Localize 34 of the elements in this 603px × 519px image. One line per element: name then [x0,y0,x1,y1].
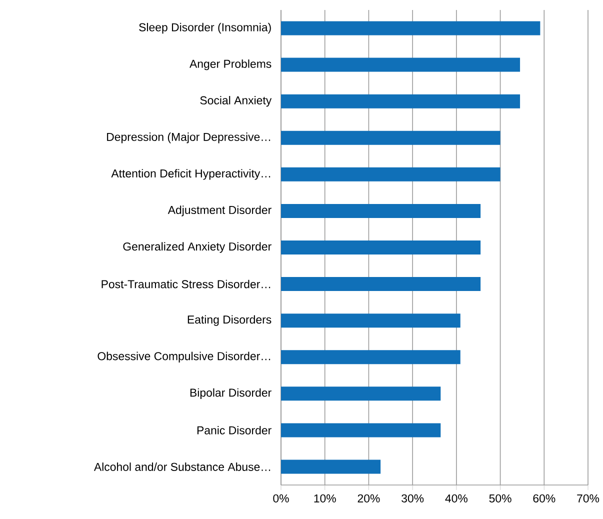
y-tick-label: Social Anxiety [200,96,272,107]
bar [281,58,520,72]
x-tick-label: 20% [358,494,380,502]
y-tick-label: Obsessive Compulsive Disorder… [98,352,270,362]
x-tick-label: 30% [402,494,424,502]
y-tick-label: Generalized Anxiety Disorder [123,242,272,253]
bar [281,277,481,292]
y-tick-label: Panic Disorder [197,426,272,434]
y-tick-label: Bipolar Disorder [190,388,272,399]
x-tick-label: 70% [577,494,600,502]
y-tick-label: Post-Traumatic Stress Disorder… [102,280,270,288]
bar [281,240,481,255]
bar [281,423,441,438]
bar [281,314,460,328]
bar [281,167,500,182]
y-tick-label: Anger Problems [190,59,272,70]
bar [281,130,500,145]
x-tick-label: 60% [533,494,556,502]
bar [281,204,481,218]
x-tick-label: 0% [273,494,289,502]
bar [281,21,540,36]
bar [281,94,520,108]
x-tick-label: 40% [445,494,468,502]
bar [281,460,381,474]
y-tick-label: Sleep Disorder (Insomnia) [139,22,271,34]
x-tick-label: 10% [314,494,336,502]
x-tick-label: 50% [489,494,512,502]
bar [281,386,441,401]
y-tick-label: Alcohol and/or Substance Abuse… [94,462,270,471]
y-tick-label: Eating Disorders [188,315,272,326]
bar [281,350,460,364]
y-tick-label: Adjustment Disorder [168,206,272,216]
y-tick-label: Depression (Major Depressive… [107,132,270,144]
y-tick-label: Attention Deficit Hyperactivity… [111,169,270,180]
